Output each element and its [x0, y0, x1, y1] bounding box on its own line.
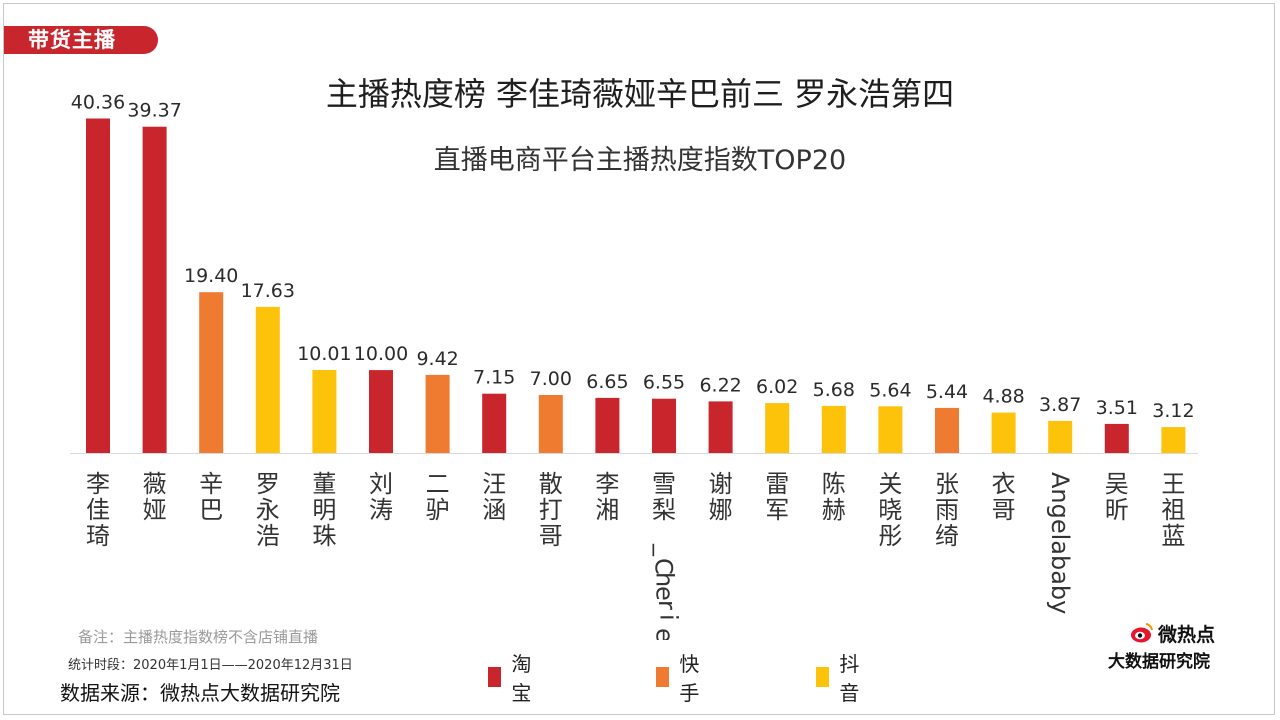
- data-label: 5.44: [926, 381, 968, 403]
- bar: [312, 370, 337, 453]
- weibo-eye-icon: [1131, 623, 1153, 643]
- bar: [538, 395, 563, 453]
- data-label: 10.00: [354, 343, 408, 365]
- slide-frame: [3, 3, 1275, 715]
- tick-label: 王祖蓝: [1161, 470, 1185, 550]
- legend-item-taobao: 淘宝: [488, 648, 538, 706]
- bar: [878, 406, 903, 453]
- footer-period: 统计时段：2020年1月1日——2020年12月31日: [68, 658, 353, 673]
- tick-label: 散打哥: [539, 470, 563, 550]
- data-label: 39.37: [127, 100, 181, 122]
- logo-line1: 微热点: [1158, 623, 1216, 646]
- legend-swatch-taobao: [488, 667, 502, 687]
- bar: [425, 374, 450, 453]
- bar: [255, 306, 280, 453]
- tick-label: 薇娅: [143, 470, 167, 524]
- bar: [369, 370, 393, 453]
- tick-label: 衣哥: [992, 470, 1016, 524]
- section-tag: 带货主播: [4, 26, 158, 54]
- legend-label-douyin: 抖音: [839, 652, 860, 705]
- data-label: 19.40: [184, 265, 238, 287]
- logo-line2: 大数据研究院: [1108, 652, 1210, 672]
- legend-label-kuaishou: 快手: [679, 652, 700, 705]
- legend-swatch-douyin: [816, 667, 830, 687]
- tick-label: 罗永浩: [256, 470, 280, 550]
- data-label: 40.36: [71, 92, 125, 114]
- data-label: 5.68: [813, 379, 855, 401]
- legend-swatch-kuaishou: [656, 667, 670, 687]
- data-label: 4.88: [982, 386, 1024, 408]
- bar: [708, 401, 733, 453]
- bar: [991, 412, 1016, 453]
- page-headline: 主播热度榜 李佳琦薇娅辛巴前三 罗永浩第四: [325, 75, 955, 113]
- tick-label: 二驴: [426, 470, 450, 524]
- tick-label: 李湘: [595, 470, 619, 524]
- bar: [652, 398, 676, 453]
- data-label: 5.64: [869, 379, 911, 401]
- data-label: 6.02: [756, 376, 798, 398]
- tick-label: 关晓彤: [878, 470, 902, 550]
- tick-label: 吴昕: [1105, 470, 1129, 524]
- data-label: 17.63: [241, 280, 295, 302]
- data-label: 7.15: [473, 367, 515, 389]
- bar: [1161, 427, 1186, 453]
- data-label: 9.42: [416, 348, 458, 370]
- tick-label: 雷军: [765, 470, 789, 524]
- tick-label: 汪涵: [482, 470, 506, 524]
- bar: [86, 118, 110, 453]
- bar: [595, 397, 620, 453]
- data-label: 3.12: [1152, 400, 1194, 422]
- bar: [1048, 420, 1073, 453]
- bar-chart: 40.36 李佳琦 39.37 薇娅 19.40 辛巴 17.63 罗永浩 10.01 董明珠 10…: [70, 92, 1198, 640]
- tick-label: 李佳琦: [86, 470, 110, 550]
- tick-label: 谢娜: [709, 470, 733, 524]
- bar: [935, 407, 959, 453]
- data-label: 6.65: [586, 371, 628, 393]
- brand-logo: 微热点 大数据研究院: [1108, 620, 1238, 672]
- legend-item-douyin: 抖音: [816, 648, 866, 706]
- data-label: 6.22: [699, 374, 741, 396]
- tick-label: 辛巴: [199, 470, 223, 524]
- footer-source: 数据来源：微热点大数据研究院: [60, 681, 340, 705]
- tick-label: 张雨绮: [935, 470, 959, 550]
- data-label: 7.00: [530, 368, 572, 390]
- data-label: 10.01: [297, 343, 351, 365]
- bar: [199, 292, 224, 453]
- tick-label: 董明珠: [312, 470, 336, 550]
- tick-label: 刘涛: [369, 470, 393, 524]
- legend-label-taobao: 淘宝: [511, 652, 532, 705]
- tick-label: 陈赫: [822, 470, 846, 524]
- bar: [1104, 423, 1129, 453]
- bar: [482, 393, 507, 453]
- chart-title: 直播电商平台主播热度指数TOP20: [433, 145, 847, 176]
- data-label: 3.51: [1096, 397, 1138, 419]
- bar: [821, 405, 846, 453]
- tick-label: Angelababy: [1046, 472, 1074, 614]
- data-label: 3.87: [1039, 394, 1081, 416]
- legend-item-kuaishou: 快手: [656, 648, 706, 706]
- bar: [765, 403, 790, 453]
- data-label: 6.55: [643, 372, 685, 394]
- footer-note: 备注：主播热度指数榜不含店铺直播: [78, 628, 319, 646]
- bar: [142, 126, 167, 453]
